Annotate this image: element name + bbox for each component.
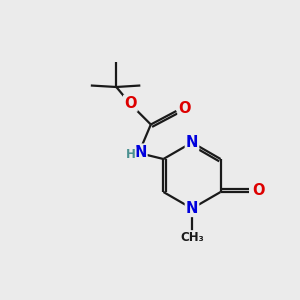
Text: O: O — [124, 96, 137, 111]
Text: N: N — [134, 145, 146, 160]
Text: N: N — [186, 201, 198, 216]
Text: H: H — [125, 148, 135, 161]
Text: O: O — [178, 101, 191, 116]
Text: CH₃: CH₃ — [180, 231, 204, 244]
Text: N: N — [186, 135, 198, 150]
Text: O: O — [252, 183, 264, 198]
